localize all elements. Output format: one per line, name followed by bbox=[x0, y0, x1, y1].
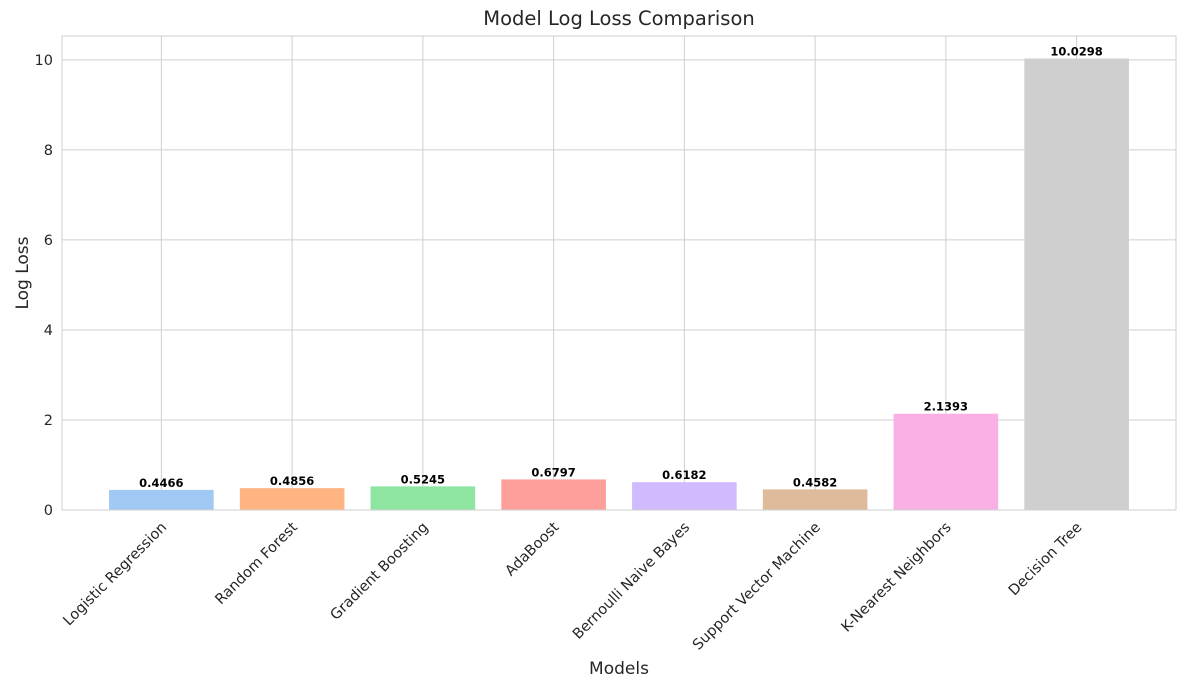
x-tick-label: Logistic Regression bbox=[61, 520, 171, 630]
x-tick-label: Gradient Boosting bbox=[328, 520, 432, 624]
bar bbox=[893, 413, 999, 510]
y-tick-label: 4 bbox=[44, 323, 53, 339]
bar-value-label: 0.5245 bbox=[401, 472, 445, 486]
x-tick-label: Random Forest bbox=[212, 519, 301, 608]
bar bbox=[1024, 58, 1129, 511]
x-tick-label: AdaBoost bbox=[503, 519, 563, 579]
bars bbox=[109, 58, 1129, 511]
y-tick-label: 10 bbox=[35, 53, 53, 69]
x-tick-label: Bernoulli Naive Bayes bbox=[570, 520, 693, 643]
bar-value-label: 0.6182 bbox=[662, 468, 706, 482]
y-tick-label: 2 bbox=[44, 413, 53, 429]
x-axis-title: Models bbox=[589, 659, 649, 679]
y-tick-label: 0 bbox=[44, 503, 53, 519]
y-tick-label: 8 bbox=[44, 143, 53, 159]
bar bbox=[762, 489, 868, 510]
bar-value-label: 2.1393 bbox=[924, 400, 968, 414]
y-axis-ticks: 0 2 4 6 8 10 bbox=[35, 53, 53, 519]
plot-frame bbox=[61, 35, 1177, 511]
bar bbox=[370, 486, 476, 510]
bar bbox=[239, 488, 345, 510]
bar-value-label: 0.4466 bbox=[139, 476, 183, 490]
x-tick-label: Support Vector Machine bbox=[690, 519, 824, 653]
x-tick-label: K-Nearest Neighbors bbox=[839, 520, 955, 636]
bar bbox=[109, 489, 214, 510]
x-tick-label: Decision Tree bbox=[1006, 519, 1086, 599]
bar bbox=[632, 482, 737, 510]
bar-value-label: 10.0298 bbox=[1050, 45, 1102, 59]
y-axis-title: Log Loss bbox=[13, 236, 33, 309]
bar-value-label: 0.4856 bbox=[270, 474, 314, 488]
bar-value-label: 0.6797 bbox=[531, 465, 575, 479]
bar bbox=[501, 479, 606, 510]
data-labels: 0.4466 0.4856 0.5245 0.6797 0.6182 0.4582 2.13… bbox=[139, 45, 1103, 490]
grid bbox=[62, 36, 1176, 511]
bar-value-label: 0.4582 bbox=[793, 475, 837, 489]
chart-title: Model Log Loss Comparison bbox=[483, 7, 755, 30]
x-axis-ticks: Logistic Regression Random Forest Gradient… bbox=[61, 519, 1086, 653]
y-tick-label: 6 bbox=[44, 233, 53, 249]
